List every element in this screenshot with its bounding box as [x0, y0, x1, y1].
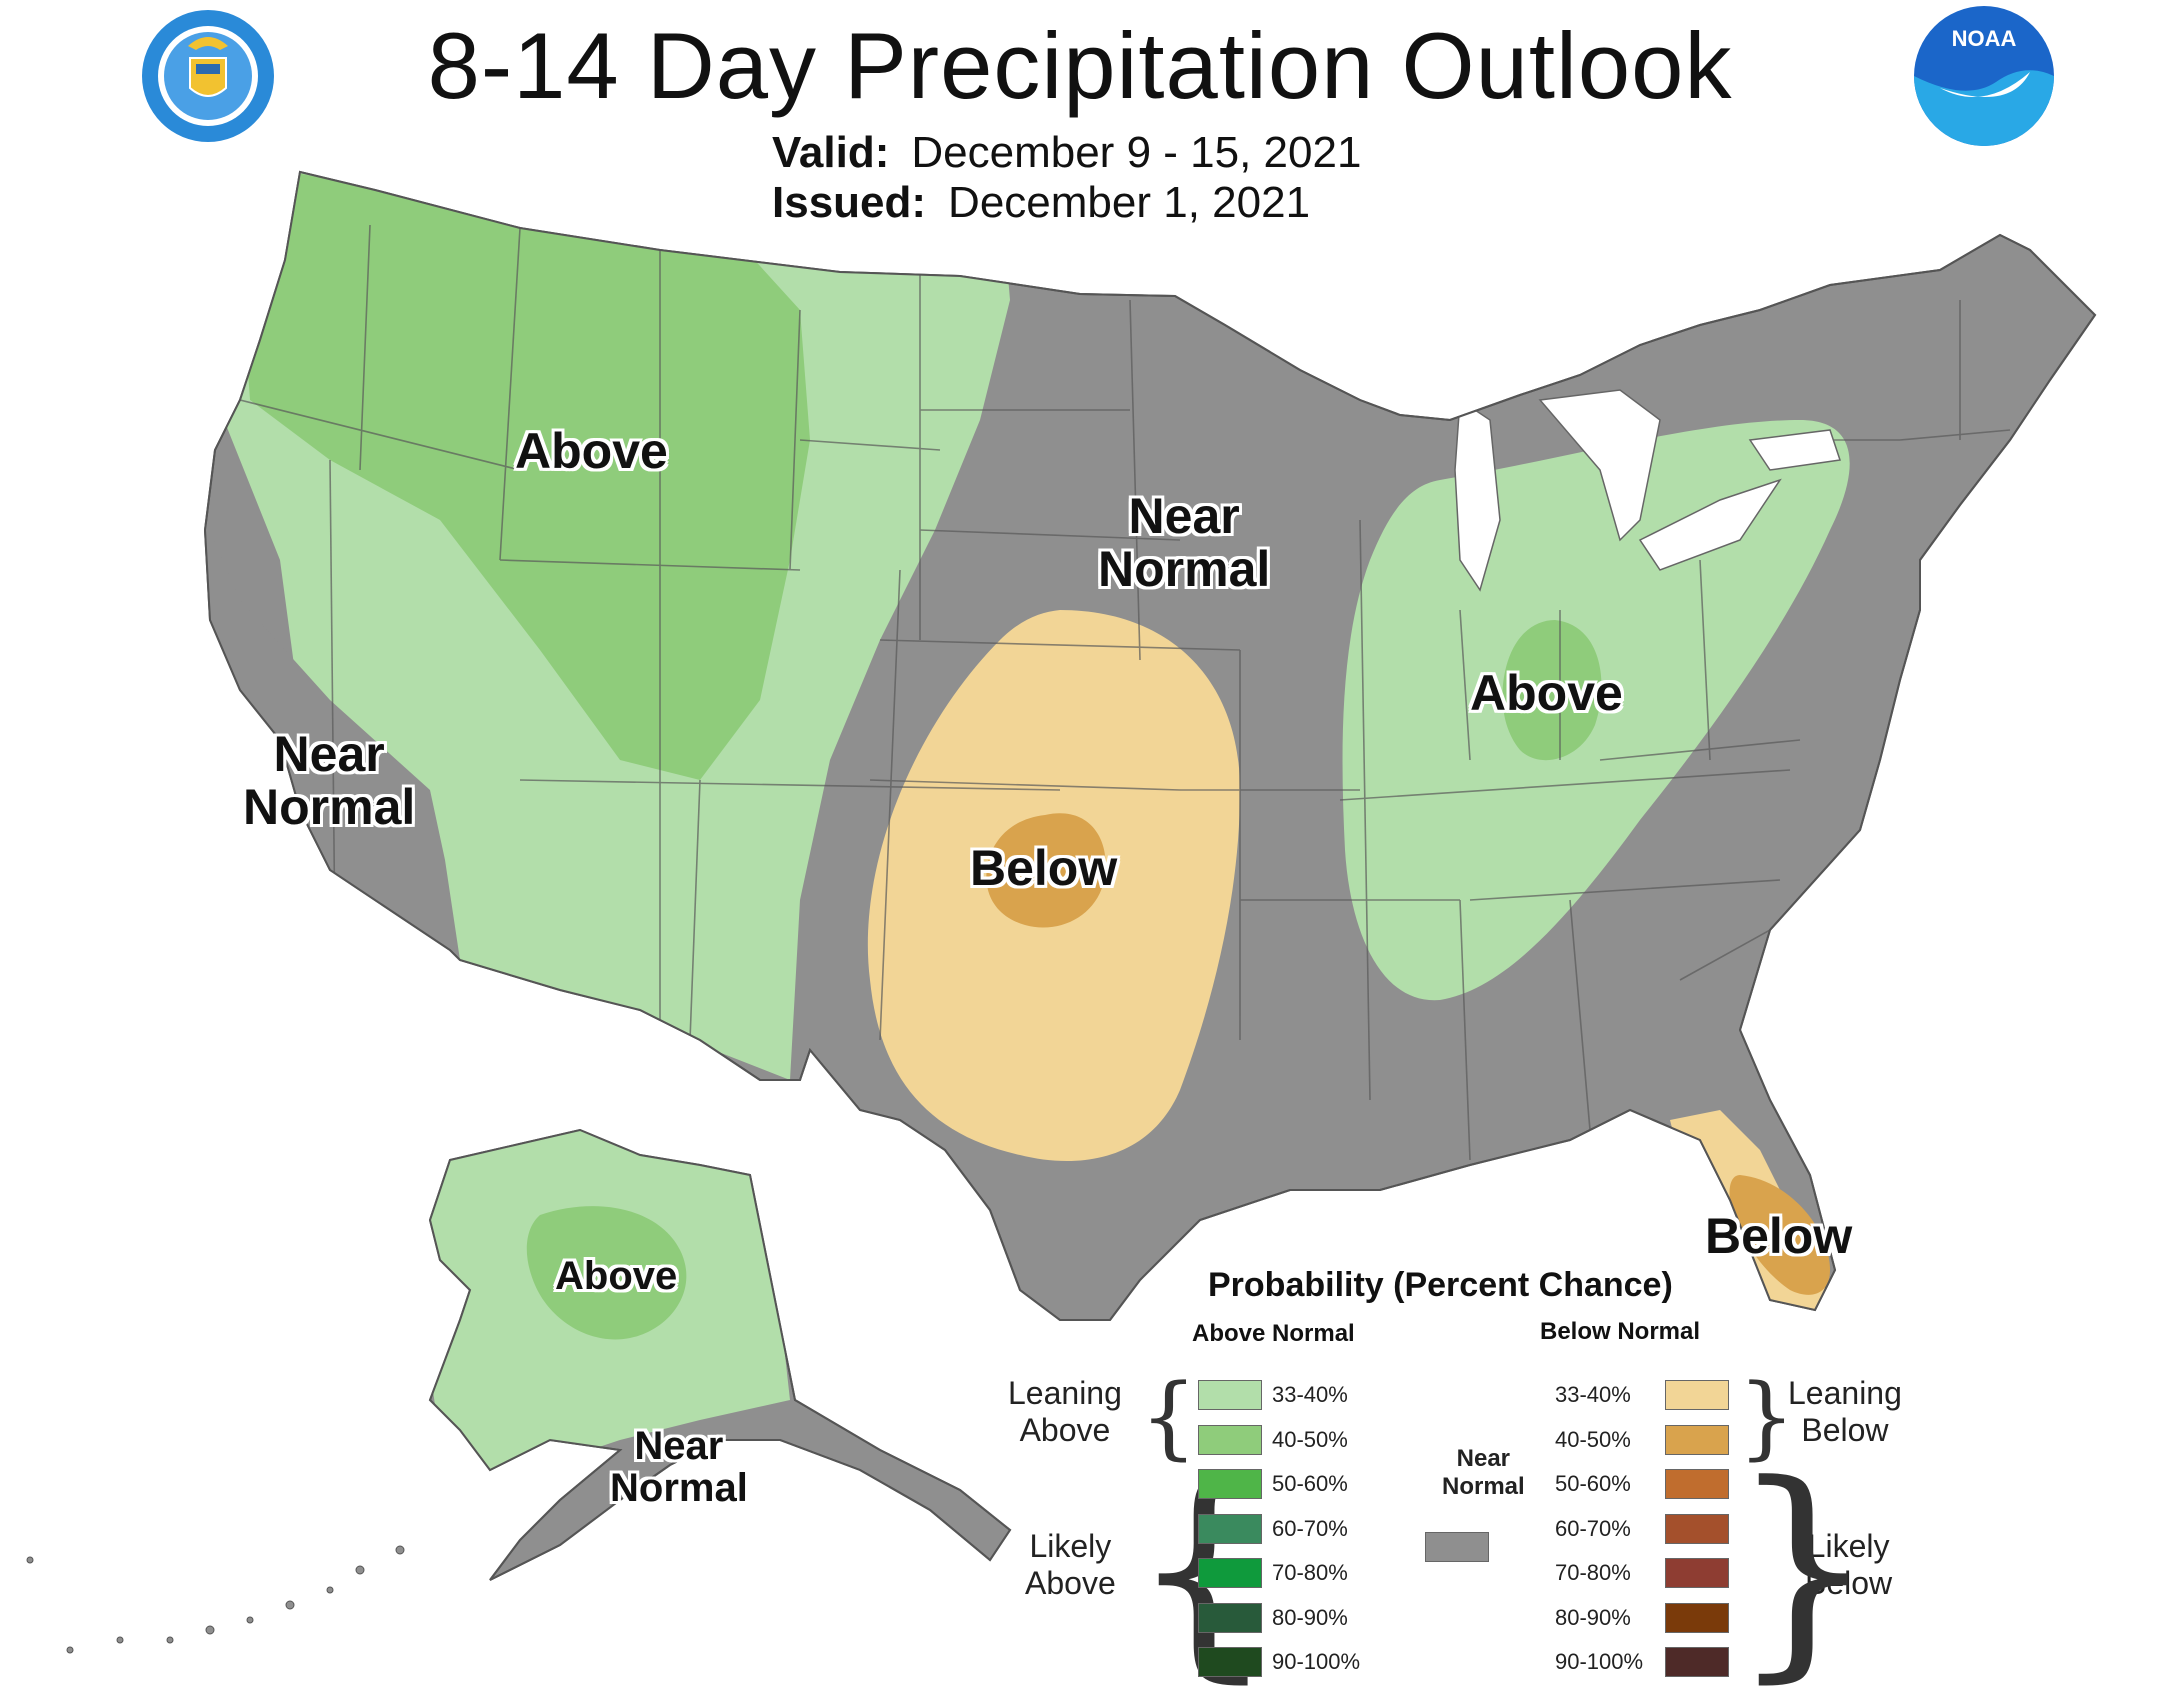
- valid-value: December 9 - 15, 2021: [911, 128, 1362, 177]
- legend-below-item-label: 40-50%: [1555, 1426, 1631, 1452]
- legend-above-item-label: 33-40%: [1272, 1382, 1348, 1407]
- legend-above-item-label: 80-90%: [1272, 1604, 1348, 1630]
- legend-below-header: Below Normal: [1540, 1318, 1701, 1345]
- legend-near-normal-swatch: [1425, 1532, 1489, 1562]
- ohio-above-40-50-region: [1502, 620, 1602, 761]
- legend-leaning-above: Leaning Above: [1008, 1375, 1122, 1448]
- legend-below-item-swatch: [1665, 1380, 1729, 1410]
- legend-below-item-swatch: [1665, 1513, 1729, 1544]
- alaska-near-normal-label: Near Normal: [610, 1424, 748, 1510]
- alaska-above-40-50-region: [526, 1206, 687, 1340]
- legend-below-item-label: 70-80%: [1555, 1560, 1631, 1585]
- florida-below-label: Below: [1705, 1208, 1853, 1264]
- west-above-label: Above: [515, 423, 668, 479]
- legend-below-item-swatch: [1665, 1424, 1729, 1455]
- legend-above-item-swatch: [1198, 1469, 1262, 1499]
- legend-near-normal-label: Near Normal: [1442, 1445, 1525, 1500]
- legend-below-item-label: 60-70%: [1555, 1515, 1631, 1541]
- commerce-seal-icon: [142, 10, 274, 142]
- noaa-logo-icon: NOAA: [1914, 6, 2054, 146]
- issued-label: Issued:: [772, 178, 927, 227]
- florida-below-40-50-region: [1729, 1175, 1830, 1295]
- plains-below-40-50-region: [986, 813, 1106, 928]
- legend-above-item-swatch: [1198, 1424, 1262, 1455]
- legend-below-item-swatch: [1665, 1558, 1729, 1588]
- valid-label: Valid:: [772, 128, 890, 177]
- alaska-above-label: Above: [555, 1254, 678, 1298]
- legend-above-item-swatch: [1198, 1380, 1262, 1410]
- legend-leaning-below: Leaning Below: [1788, 1375, 1902, 1448]
- issued-value: December 1, 2021: [948, 178, 1311, 227]
- legend-above-item-label: 50-60%: [1272, 1471, 1348, 1496]
- legend-below-item-label: 50-60%: [1555, 1471, 1631, 1496]
- legend-below-item-label: 80-90%: [1555, 1604, 1631, 1630]
- legend-above-item-label: 70-80%: [1272, 1560, 1348, 1585]
- legend-below-item-swatch: [1665, 1602, 1729, 1633]
- legend-above-item-swatch: [1198, 1602, 1262, 1633]
- legend-above-item-swatch: [1198, 1647, 1262, 1677]
- noaa-logo-text: NOAA: [1952, 26, 2017, 51]
- legend-above-item-swatch: [1198, 1558, 1262, 1588]
- ohio-above-label: Above: [1470, 665, 1623, 721]
- legend-above-header: Above Normal: [1192, 1320, 1355, 1347]
- legend-below-item-label: 33-40%: [1555, 1382, 1631, 1407]
- legend-above-item-label: 60-70%: [1272, 1515, 1348, 1541]
- legend-above-item-swatch: [1198, 1513, 1262, 1544]
- legend-likely-below: Likely Below: [1805, 1528, 1893, 1601]
- legend-below-item-swatch: [1665, 1647, 1729, 1677]
- page-title: 8-14 Day Precipitation Outlook: [427, 13, 1733, 118]
- valid-line: Valid: December 9 - 15, 2021: [772, 128, 1361, 178]
- brace-leaning-below: }: [1738, 1365, 1796, 1470]
- legend-below-item-swatch: [1665, 1469, 1729, 1499]
- aleutian-islands: [26, 1545, 405, 1654]
- central-near-normal-label: Near Normal: [1098, 488, 1271, 597]
- issued-line: Issued: December 1, 2021: [772, 178, 1310, 228]
- brace-leaning-above: {: [1140, 1365, 1198, 1470]
- legend-title: Probability (Percent Chance): [1208, 1266, 1673, 1304]
- west-above-40-50-region: [240, 172, 810, 780]
- legend-likely-above: Likely Above: [1025, 1528, 1116, 1601]
- legend-above-item-label: 90-100%: [1272, 1649, 1361, 1674]
- california-near-normal-label: Near Normal: [243, 726, 416, 835]
- plains-below-label: Below: [970, 840, 1118, 896]
- brace-likely-below: }: [1730, 1436, 1877, 1703]
- legend-below-item-label: 90-100%: [1555, 1649, 1644, 1674]
- legend-above-item-label: 40-50%: [1272, 1426, 1348, 1452]
